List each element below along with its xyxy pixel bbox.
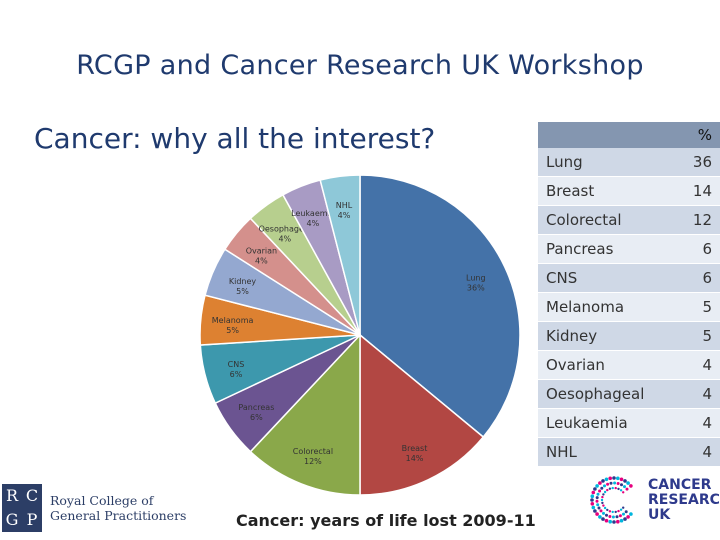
cruk-line3: UK (648, 506, 671, 523)
row-value: 4 (668, 408, 720, 438)
pie-label-nhl: NHL 4% (336, 201, 353, 220)
row-value: 6 (668, 234, 720, 264)
row-name: Kidney (538, 321, 669, 351)
pie-slice-colorectal (249, 333, 361, 496)
table-row: Leukaemia 4 (538, 408, 720, 438)
pie-slice-breast (359, 333, 485, 496)
pie-label-kidney: Kidney 5% (229, 277, 257, 296)
chart-caption: Cancer: years of life lost 2009-11 (236, 511, 536, 530)
pie-label-ovarian: Ovarian 4% (246, 246, 277, 265)
pie-label-pancreas: Pancreas 6% (238, 403, 274, 422)
table-header-name (538, 122, 669, 148)
row-value: 4 (668, 379, 720, 409)
table-row: Colorectal 12 (538, 205, 720, 235)
table-row: Lung 36 (538, 148, 720, 177)
row-name: NHL (538, 437, 669, 467)
cruk-logo: CANCER RESEARCH UK (584, 472, 720, 528)
row-name: Colorectal (538, 205, 669, 235)
table-row: CNS 6 (538, 263, 720, 293)
rcgp-letter: R (5, 486, 19, 505)
table-row: Ovarian 4 (538, 350, 720, 380)
rcgp-letter: P (26, 510, 38, 529)
rcgp-logo-mark: R C G P (2, 484, 42, 532)
table-row: Kidney 5 (538, 321, 720, 351)
row-name: Pancreas (538, 234, 669, 264)
slide-subtitle: Cancer: why all the interest? (34, 122, 436, 155)
row-value: 12 (668, 205, 720, 235)
data-table: % Lung 36 Breast 14 Colorectal 12 Pancreas 6… (538, 122, 720, 467)
row-name: CNS (538, 263, 669, 293)
table-header-row: % (538, 122, 720, 148)
pie-label-lung: Lung 36% (466, 274, 486, 293)
rcgp-name-line2: General Practitioners (50, 508, 187, 523)
rcgp-letter: C (25, 486, 39, 505)
row-value: 4 (668, 350, 720, 380)
row-value: 6 (668, 263, 720, 293)
pie-slice-nhl (319, 174, 361, 336)
table-header-percent: % (668, 122, 720, 148)
row-value: 14 (668, 176, 720, 206)
table-row: Pancreas 6 (538, 234, 720, 264)
pie-label-breast: Breast 14% (402, 444, 428, 463)
row-name: Ovarian (538, 350, 669, 380)
table-row: Breast 14 (538, 176, 720, 206)
cruk-line2: RESEARCH (648, 491, 720, 508)
row-name: Leukaemia (538, 408, 669, 438)
pie-label-leukaemia: Leukaemia 4% (291, 209, 335, 228)
row-name: Melanoma (538, 292, 669, 322)
row-value: 5 (668, 321, 720, 351)
pie-label-oesophageal: Oesophageal 4% (259, 224, 311, 243)
table-row: Melanoma 5 (538, 292, 720, 322)
pie-slice-lung (359, 174, 521, 439)
row-value: 5 (668, 292, 720, 322)
rcgp-letter: G (5, 510, 19, 529)
table-row: Oesophageal 4 (538, 379, 720, 409)
rcgp-logo-text: Royal College of General Practitioners (50, 493, 186, 523)
pie-label-colorectal: Colorectal 12% (293, 447, 333, 466)
pie-chart: Lung 36% Breast 14% Colorectal 12% Pancreas 6% C… (199, 174, 521, 496)
rcgp-name-line1: Royal College of (50, 493, 154, 508)
table-row: NHL 4 (538, 437, 720, 467)
pie-label-melanoma: Melanoma 5% (212, 316, 254, 335)
cruk-logo-text: CANCER RESEARCH UK (648, 476, 720, 523)
row-value: 36 (668, 148, 720, 177)
row-name: Breast (538, 176, 669, 206)
rcgp-logo: R C G P Royal College of General Practit… (2, 484, 186, 532)
row-name: Lung (538, 148, 669, 177)
cruk-c-mark-icon (590, 476, 633, 524)
cruk-line1: CANCER (648, 476, 712, 493)
pie-label-cns: CNS 6% (228, 360, 245, 379)
row-name: Oesophageal (538, 379, 669, 409)
row-value: 4 (668, 437, 720, 467)
slide-title: RCGP and Cancer Research UK Workshop (76, 50, 644, 81)
